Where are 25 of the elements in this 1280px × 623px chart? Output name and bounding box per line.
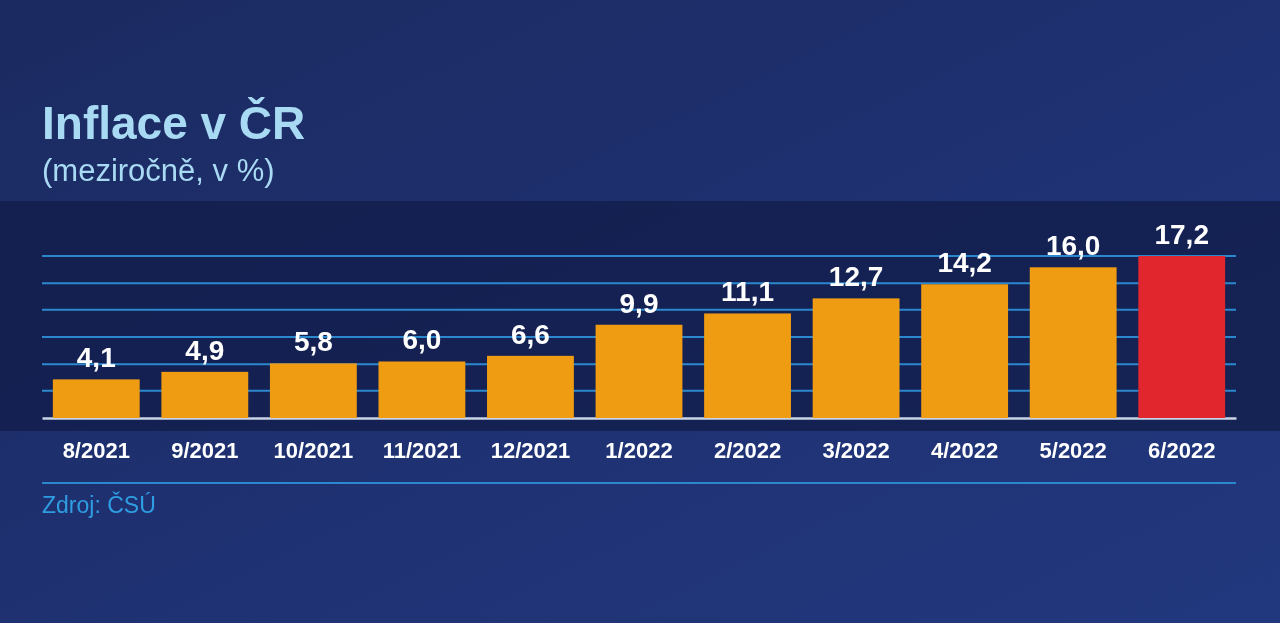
data-label: 6,6 — [510, 318, 550, 350]
data-label: 14,2 — [937, 247, 992, 279]
text: Zdroj: ČSÚ — [42, 491, 156, 518]
x-tick-label: 12/2021 — [490, 437, 571, 463]
data-label: 9,9 — [619, 287, 659, 319]
x-tick-label: 3/2022 — [822, 437, 890, 463]
data-label: 11,1 — [721, 276, 775, 308]
x-tick-label: 8/2021 — [62, 437, 130, 463]
data-label: 5,8 — [293, 326, 333, 358]
data-label: 12,7 — [828, 261, 884, 293]
x-tick-label: 4/2022 — [930, 437, 999, 463]
x-tick-label: 2/2022 — [713, 437, 782, 463]
x-tick-label: 6/2022 — [1148, 437, 1216, 463]
data-label: 4,1 — [76, 342, 116, 374]
x-tick-label: 10/2021 — [273, 437, 354, 463]
data-label: 16,0 — [1045, 230, 1101, 262]
x-tick-label: 9/2021 — [171, 437, 239, 463]
data-label: 4,9 — [185, 334, 225, 366]
x-tick-label: 11/2021 — [382, 437, 462, 463]
data-label: 17,2 — [1154, 219, 1209, 250]
chart-title: Inflace v ČR — [42, 97, 306, 149]
x-tick-label: 5/2022 — [1039, 437, 1107, 463]
x-tick-label: 1/2022 — [605, 437, 673, 463]
chart-subtitle: (meziročně, v %) — [42, 153, 275, 188]
data-label: 6,0 — [402, 324, 442, 356]
